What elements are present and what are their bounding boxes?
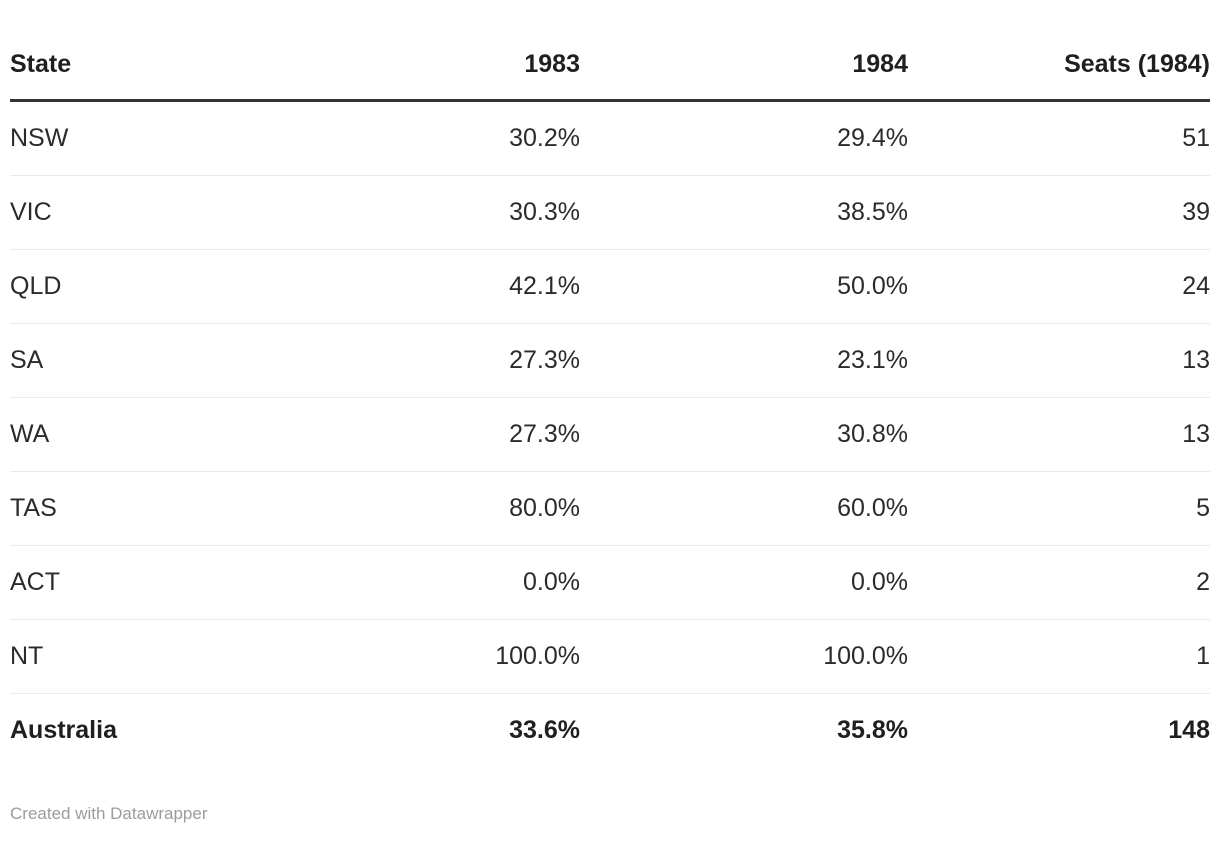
table-row: NT 100.0% 100.0% 1	[10, 619, 1210, 694]
table-body: NSW 30.2% 29.4% 51 VIC 30.3% 38.5% 39 QLD 42.1% 50…	[10, 100, 1210, 694]
table-row: SA 27.3% 23.1% 13	[10, 323, 1210, 398]
value-cell: 0.0%	[252, 545, 580, 620]
value-cell: 24	[908, 249, 1210, 324]
column-header-state: State	[10, 0, 252, 102]
column-header-1984: 1984	[580, 0, 908, 102]
value-cell: 30.3%	[252, 175, 580, 250]
results-table: State 1983 1984 Seats (1984) NSW 30.2% 29.…	[10, 0, 1210, 767]
table-header: State 1983 1984 Seats (1984)	[10, 0, 1210, 102]
state-cell: SA	[10, 323, 252, 398]
value-cell: 27.3%	[252, 323, 580, 398]
total-1983-cell: 33.6%	[509, 716, 580, 744]
attribution: Created with Datawrapper	[10, 804, 208, 823]
state-cell: WA	[10, 397, 252, 472]
table-container: State 1983 1984 Seats (1984) NSW 30.2% 29.…	[10, 0, 1210, 823]
value-cell: 13	[908, 323, 1210, 398]
total-1984-cell: 35.8%	[837, 716, 908, 744]
state-cell: VIC	[10, 175, 252, 250]
value-cell: 60.0%	[580, 471, 908, 546]
value-cell: 0.0%	[580, 545, 908, 620]
value-cell: 5	[908, 471, 1210, 546]
value-cell: 27.3%	[252, 397, 580, 472]
header-row: State 1983 1984 Seats (1984)	[10, 0, 1210, 102]
state-cell: NSW	[10, 100, 252, 176]
table-row: NSW 30.2% 29.4% 51	[10, 100, 1210, 176]
value-cell: 38.5%	[580, 175, 908, 250]
state-cell: ACT	[10, 545, 252, 620]
value-cell: 13	[908, 397, 1210, 472]
value-cell: 2	[908, 545, 1210, 620]
value-cell: 50.0%	[580, 249, 908, 324]
state-cell: QLD	[10, 249, 252, 324]
value-cell: 29.4%	[580, 100, 908, 176]
total-state-cell: Australia	[10, 716, 117, 744]
value-cell: 51	[908, 100, 1210, 176]
value-cell: 80.0%	[252, 471, 580, 546]
state-cell: NT	[10, 619, 252, 694]
table-row: QLD 42.1% 50.0% 24	[10, 249, 1210, 324]
value-cell: 39	[908, 175, 1210, 250]
value-cell: 42.1%	[252, 249, 580, 324]
value-cell: 30.8%	[580, 397, 908, 472]
value-cell: 30.2%	[252, 100, 580, 176]
value-cell: 1	[908, 619, 1210, 694]
table-footer: Australia 33.6% 35.8% 148	[10, 694, 1210, 768]
state-cell: TAS	[10, 471, 252, 546]
value-cell: 23.1%	[580, 323, 908, 398]
table-row: WA 27.3% 30.8% 13	[10, 397, 1210, 472]
total-row: Australia 33.6% 35.8% 148	[10, 694, 1210, 768]
table-row: ACT 0.0% 0.0% 2	[10, 545, 1210, 620]
total-seats-cell: 148	[1168, 716, 1210, 744]
value-cell: 100.0%	[580, 619, 908, 694]
table-row: VIC 30.3% 38.5% 39	[10, 175, 1210, 250]
table-row: TAS 80.0% 60.0% 5	[10, 471, 1210, 546]
column-header-1983: 1983	[252, 0, 580, 102]
value-cell: 100.0%	[252, 619, 580, 694]
column-header-seats: Seats (1984)	[908, 0, 1210, 102]
